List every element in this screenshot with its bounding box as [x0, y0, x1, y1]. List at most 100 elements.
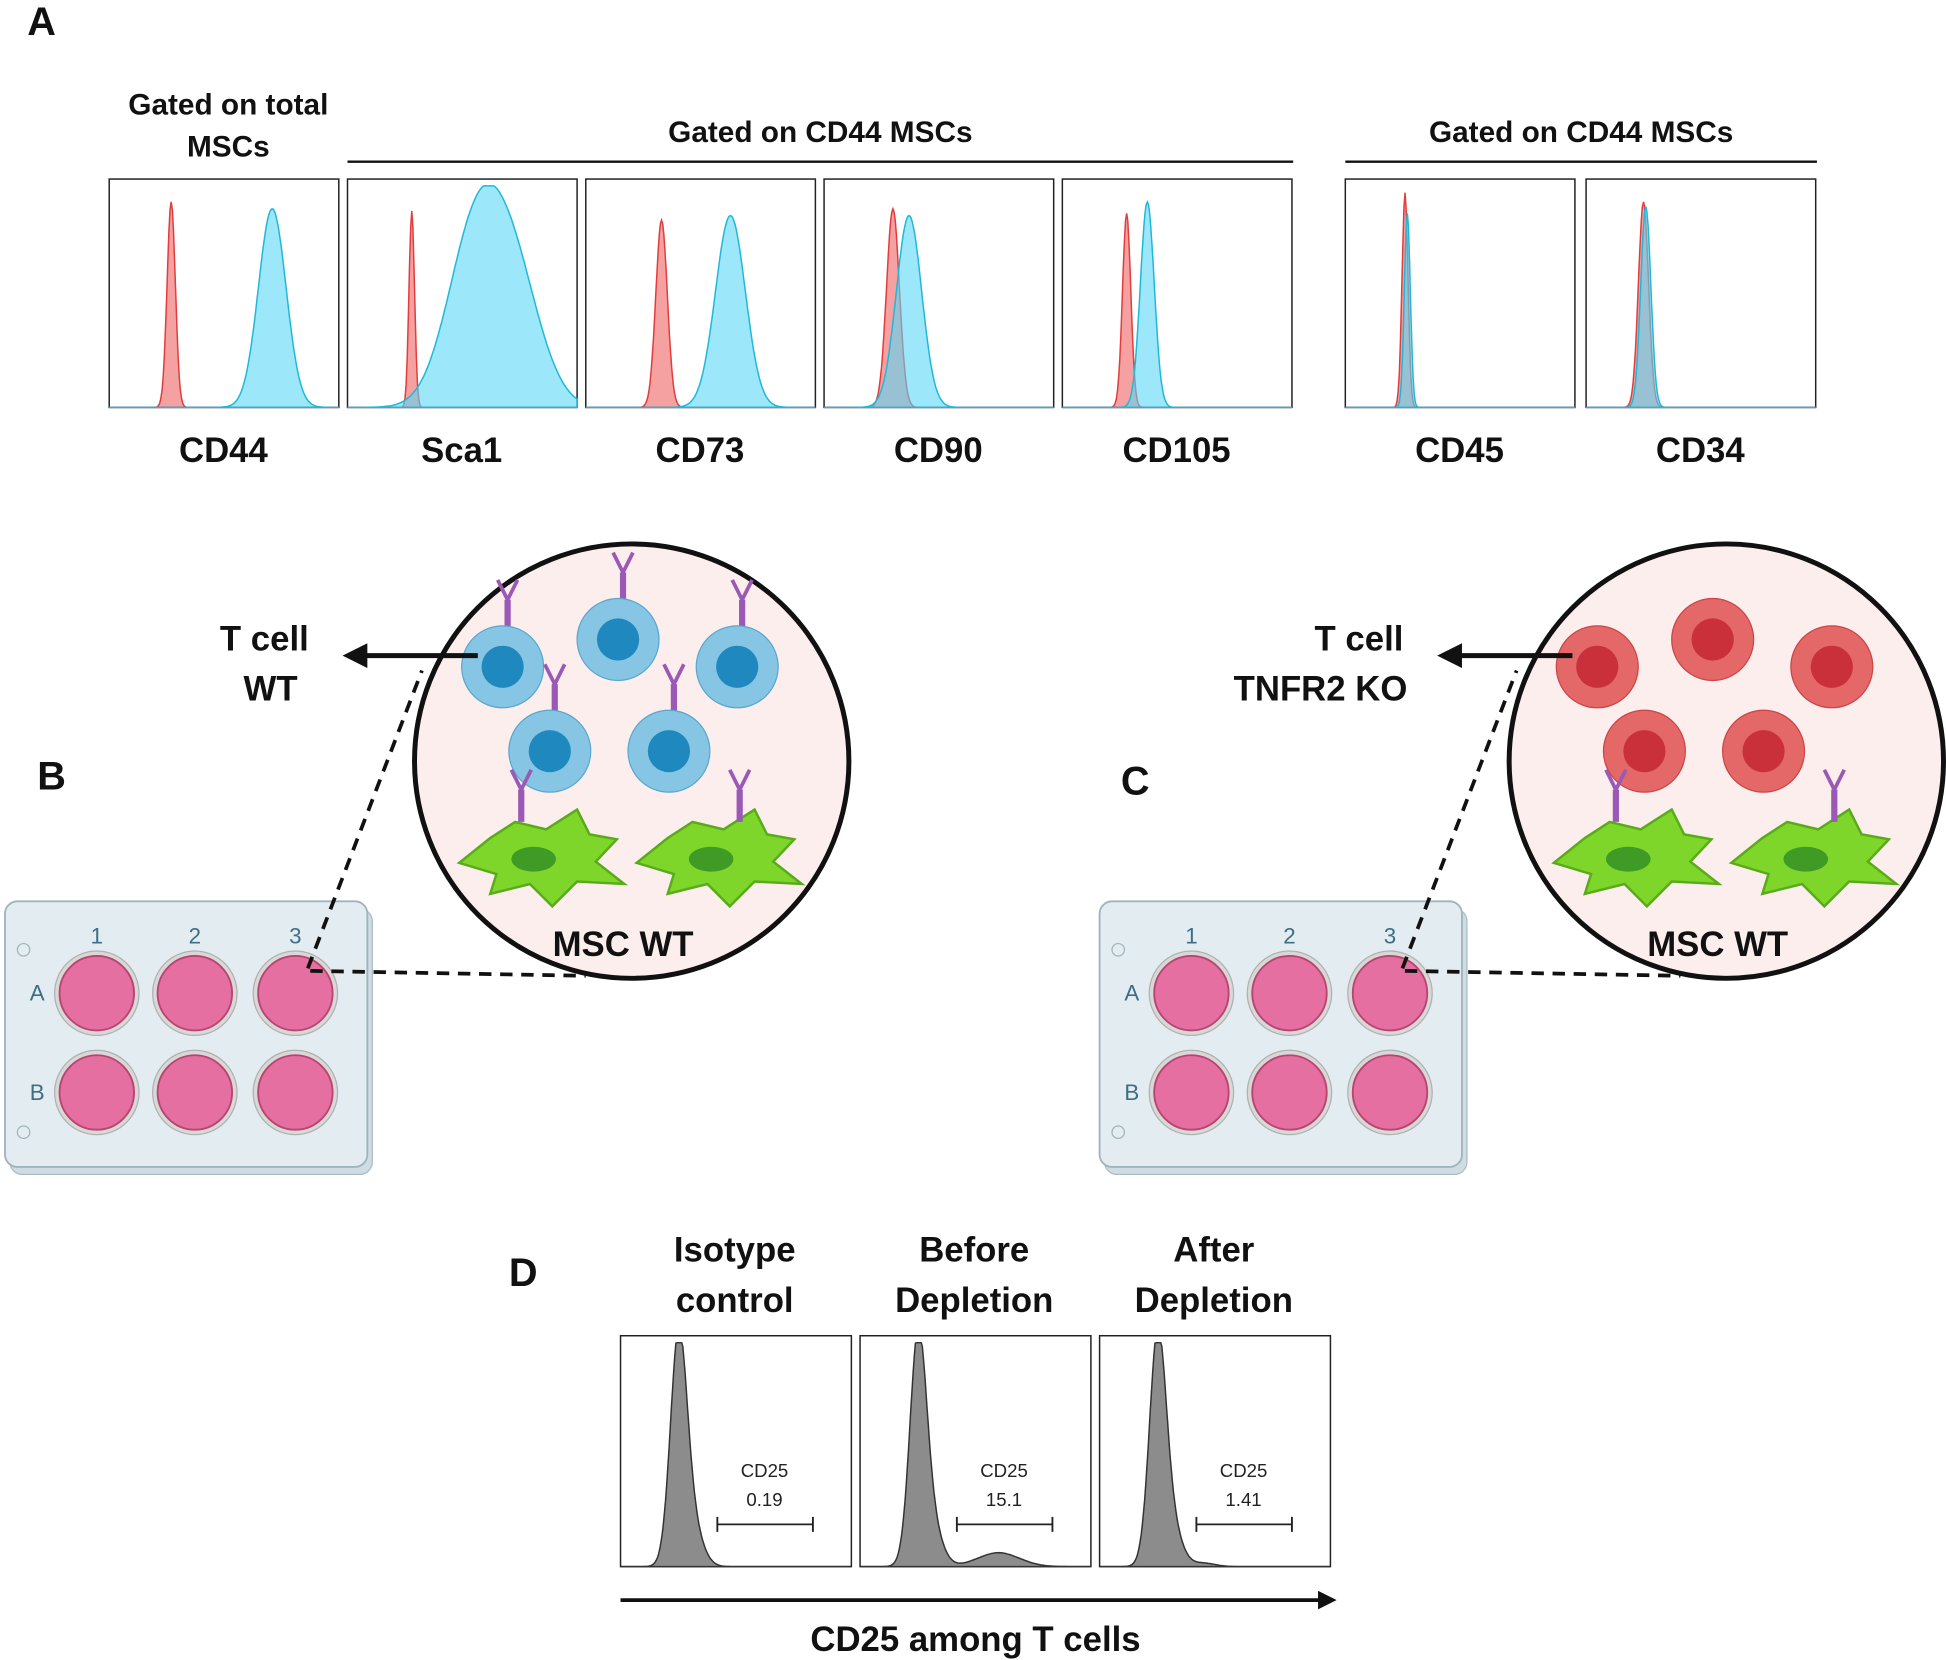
antibody: [1822, 768, 1846, 794]
marker-label: CD34: [1656, 432, 1746, 470]
histogram-frame: [585, 178, 817, 409]
histogram-frame: [859, 1334, 1092, 1568]
well: [1251, 955, 1328, 1032]
histogram-frame: [108, 178, 340, 409]
plate-row: B: [1124, 1080, 1139, 1105]
t-cell-nucleus: [1691, 618, 1734, 661]
histogram-frame: [1585, 178, 1817, 409]
histogram-curve: [620, 1341, 852, 1568]
plate-notch: [16, 942, 31, 957]
t-cell-nucleus: [528, 730, 571, 773]
t-cell-nucleus: [1576, 645, 1619, 688]
well: [1351, 955, 1429, 1032]
zoom-line: [1404, 969, 1681, 978]
histogram-curve: [347, 185, 578, 409]
t-cell-nucleus: [1623, 730, 1666, 773]
zoom-line: [1400, 669, 1519, 970]
histogram-title: Isotype: [674, 1231, 796, 1269]
histogram-title: control: [676, 1282, 794, 1320]
group-title: MSCs: [187, 131, 270, 164]
marker-label: CD105: [1122, 432, 1230, 470]
t-cell-nucleus: [647, 730, 691, 773]
well: [1153, 955, 1230, 1032]
histogram-frame: [1061, 178, 1293, 409]
msc-nucleus: [688, 846, 734, 872]
t-cell-nucleus: [1742, 730, 1785, 773]
well: [156, 1054, 234, 1131]
t-cell-label: TNFR2 KO: [1234, 670, 1408, 708]
content: A Gated on total MSCs Gated on CD44 MSCs Gat…: [4, 0, 1946, 1659]
t-cell-nucleus: [716, 645, 759, 688]
gate-label: CD25: [1220, 1460, 1268, 1481]
histogram-curve: [1586, 206, 1816, 409]
plate-column: 2: [1283, 924, 1295, 949]
plate-row: B: [30, 1080, 45, 1105]
panel-label: C: [1121, 760, 1150, 804]
panel-label: B: [37, 755, 66, 799]
panel-label: D: [509, 1251, 538, 1295]
t-cell-nucleus: [596, 618, 640, 661]
plate-column: 2: [189, 924, 201, 949]
t-cell-nucleus: [1810, 645, 1853, 688]
histogram-curve: [585, 214, 816, 409]
msc-label: MSC WT: [1647, 926, 1788, 964]
antibody: [543, 663, 567, 689]
msc-nucleus: [1783, 846, 1829, 872]
gate-value: 15.1: [986, 1489, 1022, 1510]
msc-nucleus: [511, 846, 556, 872]
gate-value: 0.19: [746, 1489, 782, 1510]
gate: [1195, 1516, 1293, 1532]
gate: [716, 1516, 814, 1532]
marker-label: CD73: [656, 432, 745, 470]
plate-column: 1: [1185, 924, 1197, 949]
zoom-line: [310, 969, 586, 978]
histogram-frame: [1098, 1334, 1332, 1568]
group-title: Gated on total: [128, 89, 328, 122]
histogram-curve: [1099, 1341, 1331, 1568]
well: [156, 955, 234, 1032]
gate-value: 1.41: [1225, 1489, 1261, 1510]
histogram-frame: [619, 1334, 853, 1568]
well: [1351, 1054, 1429, 1131]
antibody: [611, 551, 635, 577]
gate-label: CD25: [980, 1460, 1028, 1481]
group-title: Gated on CD44 MSCs: [1429, 116, 1733, 149]
marker-label: CD44: [179, 432, 269, 470]
histogram-curve: [824, 214, 1054, 409]
antibody: [1604, 768, 1628, 794]
marker-label: Sca1: [421, 432, 502, 470]
well: [58, 955, 135, 1032]
well: [257, 1054, 334, 1131]
plate-column: 3: [1384, 924, 1396, 949]
marker-label: CD45: [1415, 432, 1504, 470]
group-title: Gated on CD44 MSCs: [668, 116, 972, 149]
histogram-curve: [860, 1341, 1091, 1568]
well: [1153, 1054, 1230, 1131]
antibody: [730, 579, 754, 604]
plate-row: A: [30, 981, 45, 1006]
plate-notch: [1111, 942, 1126, 957]
plate-notch: [16, 1125, 31, 1140]
t-cell-label: T cell: [220, 621, 309, 659]
histogram-curve: [1062, 199, 1292, 409]
histogram-curve: [1345, 213, 1575, 409]
t-cell-label: T cell: [1315, 621, 1404, 659]
antibody: [509, 768, 533, 794]
plate-column: 3: [289, 924, 301, 949]
well: [58, 1054, 135, 1131]
histogram-title: Depletion: [895, 1282, 1053, 1320]
msc-nucleus: [1605, 846, 1651, 872]
gate-label: CD25: [741, 1460, 789, 1481]
panel-label: A: [27, 0, 56, 44]
histogram-title: Depletion: [1135, 1282, 1293, 1320]
plate-column: 1: [91, 924, 103, 949]
antibody: [496, 579, 520, 604]
plate-row: A: [1124, 981, 1139, 1006]
antibody: [728, 768, 752, 794]
msc-label: MSC WT: [553, 926, 694, 964]
histogram-title: Before: [919, 1231, 1029, 1269]
histogram-frame: [1344, 178, 1576, 409]
well: [1251, 1054, 1328, 1131]
